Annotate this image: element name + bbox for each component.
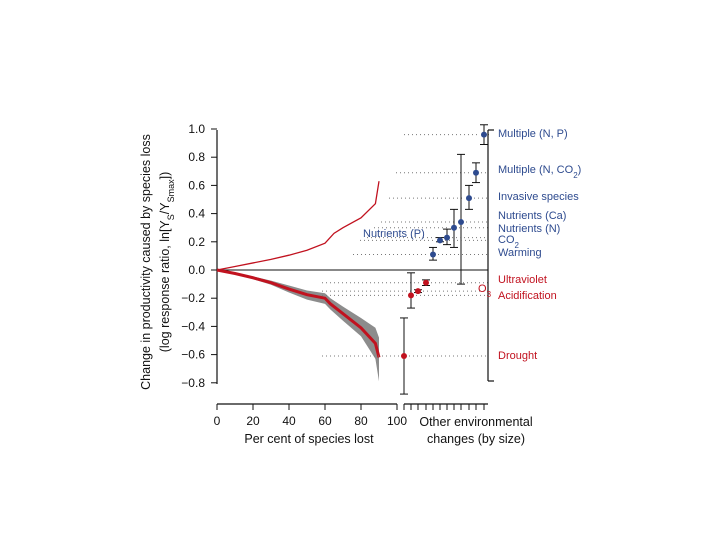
x-axis-label-right-line2: changes (by size) xyxy=(427,432,525,446)
effect-labels: Multiple (N, P) Multiple (N, CO2) Invasive… xyxy=(363,128,581,362)
effect-label: Invasive species xyxy=(498,191,579,203)
effect-label: Drought xyxy=(498,350,537,362)
effect-point xyxy=(423,279,429,286)
x-tick-label: 80 xyxy=(354,414,368,428)
effect-point xyxy=(466,195,472,202)
y-tick-label: −0.8 xyxy=(181,376,205,390)
effect-point xyxy=(401,353,407,360)
effect-label: Ultraviolet xyxy=(498,274,547,286)
y-tick-label: −0.2 xyxy=(181,291,205,305)
y-tick-label: −0.6 xyxy=(181,348,205,362)
effect-label: CO2 xyxy=(498,234,520,250)
y-tick-label: 1.0 xyxy=(188,122,205,136)
effect-point xyxy=(451,224,457,231)
effect-point xyxy=(415,288,421,295)
effect-label: Nutrients (Ca) xyxy=(498,210,566,222)
effect-point xyxy=(408,292,414,299)
effect-label: Nutrients (N) xyxy=(498,223,560,235)
y-ticks: 1.0 0.8 0.6 0.4 0.2 0.0 −0.2 −0.4 −0.6 −0.8 xyxy=(181,122,217,390)
y-tick-label: 0.0 xyxy=(188,263,205,277)
effect-point xyxy=(437,237,443,244)
x-tick-label: 20 xyxy=(246,414,260,428)
effect-point xyxy=(430,251,436,258)
species-loss-curves xyxy=(216,181,381,382)
lower-curve xyxy=(216,268,381,358)
other-changes-ticks xyxy=(403,404,485,410)
x-axis-label: Per cent of species lost xyxy=(244,432,374,446)
y-tick-label: 0.4 xyxy=(188,207,205,221)
x-ticks: 0 20 40 60 80 100 xyxy=(214,404,407,428)
effect-label: Multiple (N, P) xyxy=(498,128,568,140)
y-tick-label: 0.2 xyxy=(188,235,205,249)
y-axis-label-line1: Change in productivity caused by species… xyxy=(139,134,153,390)
y-axis-label-line2: (log response ratio, ln[YS/YSmax]) xyxy=(158,172,176,353)
x-tick-label: 0 xyxy=(214,414,221,428)
x-axis-label-right-line1: Other environmental xyxy=(419,415,532,429)
effect-label: O3 xyxy=(478,283,492,299)
upper-curve xyxy=(216,181,380,271)
effect-label: Nutrients (P) xyxy=(363,228,425,240)
label-bracket xyxy=(487,129,494,382)
y-axis-label: Change in productivity caused by species… xyxy=(139,134,176,390)
effect-label: Warming xyxy=(498,247,542,259)
y-tick-label: −0.4 xyxy=(181,319,205,333)
effect-label: Acidification xyxy=(498,290,557,302)
x-tick-label: 60 xyxy=(318,414,332,428)
effect-point xyxy=(444,234,450,241)
effect-point xyxy=(473,169,479,176)
x-tick-label: 100 xyxy=(387,414,407,428)
effect-label: Multiple (N, CO2) xyxy=(498,164,581,180)
x-tick-label: 40 xyxy=(282,414,296,428)
effect-point xyxy=(458,219,464,226)
y-tick-label: 0.6 xyxy=(188,178,205,192)
effect-point xyxy=(481,131,487,138)
confidence-band xyxy=(217,270,379,382)
effect-sizes xyxy=(322,124,489,395)
y-tick-label: 0.8 xyxy=(188,150,205,164)
